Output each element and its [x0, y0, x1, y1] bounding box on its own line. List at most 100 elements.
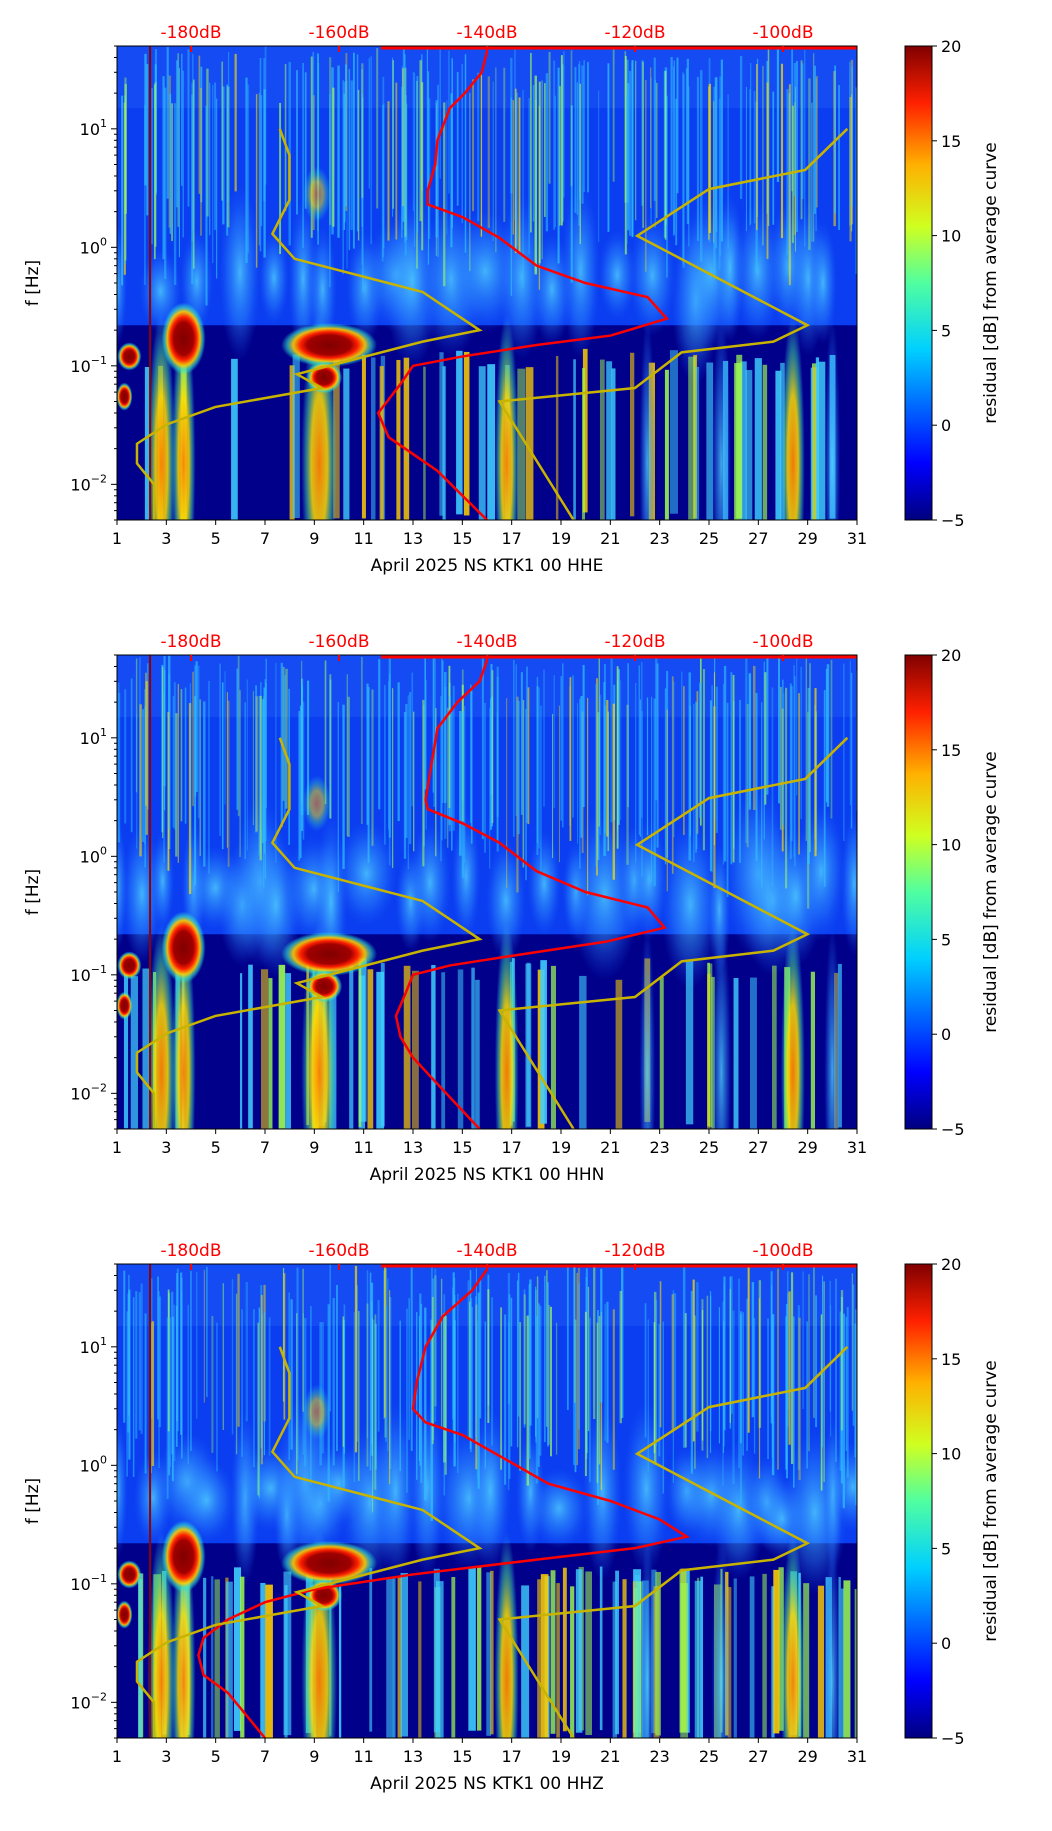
x-tick-label: 17: [501, 1747, 521, 1766]
hf-streak: [558, 705, 560, 863]
lf-streak: [203, 1577, 207, 1738]
spectrogram-panel-hhz: 1 3 5 7 9 11 13 15 17 19 21 23 25 27 29 31 April 2025 NS…: [0, 1218, 1052, 1827]
hf-streak: [732, 674, 735, 863]
y-tick-base: 10: [70, 357, 90, 376]
hf-streak: [839, 1311, 842, 1471]
colorbar-tick-label: 15: [941, 741, 961, 760]
hf-streak: [444, 1315, 447, 1475]
colorbar-tick-label: 10: [941, 836, 961, 855]
hf-streak: [337, 65, 340, 238]
hf-streak: [772, 91, 775, 225]
hf-streak: [596, 1322, 599, 1483]
hf-streak: [173, 682, 176, 830]
hf-streak: [264, 679, 266, 879]
hf-streak: [662, 1321, 665, 1494]
hf-streak: [650, 67, 652, 209]
lf-streak: [664, 369, 669, 520]
hf-streak: [686, 58, 690, 225]
hf-streak: [199, 699, 201, 856]
hf-streak: [794, 676, 796, 867]
hf-streak: [197, 665, 200, 819]
microseism-patch: [529, 1467, 589, 1549]
hf-streak: [169, 1317, 171, 1467]
hf-streak: [587, 1286, 590, 1432]
lf-streak: [292, 354, 300, 519]
hf-streak: [727, 94, 729, 249]
hf-streak: [404, 54, 406, 243]
event-column: [824, 313, 841, 520]
x-tick-label: 25: [699, 1138, 719, 1157]
hf-streak: [151, 1321, 155, 1466]
lf-streak: [379, 366, 384, 520]
x-tick-label: 21: [600, 529, 620, 548]
lf-streak: [540, 1574, 549, 1738]
hf-streak: [777, 1268, 779, 1470]
average-psd-curve: [394, 660, 667, 1129]
lf-streak: [439, 352, 444, 516]
hf-streak: [600, 1268, 603, 1403]
hf-streak: [582, 664, 585, 808]
hf-streak: [296, 70, 298, 215]
hf-streak: [506, 698, 508, 888]
hf-streak: [685, 68, 688, 206]
hf-streak: [787, 1293, 789, 1427]
colorbar-tick-label: 0: [941, 1025, 951, 1044]
y-tick-base: 10: [80, 238, 100, 257]
lf-streak: [550, 965, 556, 1129]
y-tick-base: 10: [80, 120, 100, 139]
hf-streak: [391, 57, 394, 217]
x-tick-label: 15: [452, 529, 472, 548]
hf-streak: [191, 82, 194, 242]
hf-streak: [132, 1297, 135, 1477]
lf-streak: [211, 1576, 214, 1738]
hf-streak: [226, 84, 229, 236]
hf-streak: [403, 711, 407, 859]
y-tick-exponent: −2: [91, 1081, 107, 1094]
hf-streak: [372, 1318, 374, 1513]
x-tick-label: 23: [649, 529, 669, 548]
microseism-patch: [485, 839, 526, 962]
x-tick-label: 21: [600, 1138, 620, 1157]
hf-streak: [182, 70, 184, 238]
colorbar-tick-label: −5: [941, 1120, 965, 1139]
hf-streak: [574, 1266, 576, 1403]
hf-streak: [815, 75, 818, 208]
event-column: [780, 313, 805, 520]
microseism-patch: [631, 819, 668, 940]
colorbar-tick-label: 5: [941, 321, 951, 340]
hf-streak: [782, 679, 784, 825]
hf-streak: [823, 1281, 825, 1482]
hf-streak: [522, 90, 524, 289]
hf-streak: [487, 1289, 490, 1423]
hf-streak: [441, 658, 443, 841]
hf-streak: [285, 668, 288, 809]
microseism-patch: [409, 821, 451, 944]
hf-streak: [301, 685, 303, 832]
hf-streak: [124, 689, 127, 824]
hf-streak: [578, 61, 581, 200]
top-db-label: -120dB: [604, 632, 665, 652]
x-tick-label: 9: [309, 1138, 319, 1157]
hf-streak: [578, 1282, 580, 1430]
hf-streak: [792, 1316, 795, 1488]
hf-streak: [245, 1282, 248, 1422]
event-column: [494, 922, 519, 1129]
hf-streak: [469, 1298, 473, 1453]
hf-streak: [117, 682, 120, 843]
hf-streak: [738, 1278, 740, 1468]
hf-streak: [221, 61, 224, 201]
hf-streak: [387, 1278, 389, 1452]
lf-streak: [815, 357, 820, 520]
top-db-label: -160dB: [308, 632, 369, 652]
hf-streak: [302, 1268, 304, 1412]
hf-streak: [779, 686, 782, 830]
hf-streak: [405, 703, 408, 838]
hf-streak: [851, 67, 853, 207]
hf-streak: [411, 672, 414, 807]
hf-streak: [675, 98, 678, 246]
x-tick-label: 7: [260, 529, 270, 548]
hf-streak: [263, 1311, 266, 1456]
hf-streak: [406, 1308, 408, 1493]
top-db-label: -100dB: [752, 23, 813, 43]
hf-streak: [645, 80, 647, 272]
